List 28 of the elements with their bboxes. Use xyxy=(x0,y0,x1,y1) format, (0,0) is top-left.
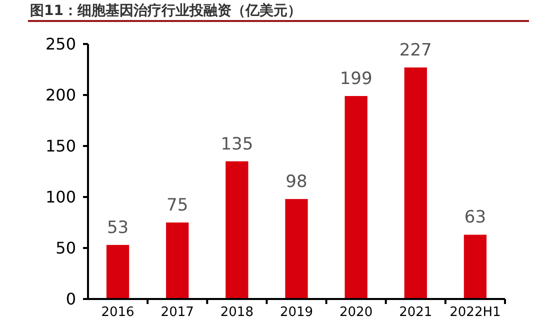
bar xyxy=(226,161,248,299)
bar xyxy=(106,244,130,299)
y-tick-label: 100 xyxy=(45,188,76,207)
bar xyxy=(166,222,189,299)
x-tick-label: 2021 xyxy=(399,305,432,320)
x-tick-label: 2016 xyxy=(101,305,134,320)
x-tick-label: 2017 xyxy=(160,305,194,320)
y-tick-label: 200 xyxy=(45,86,76,105)
y-tick-label: 150 xyxy=(45,136,76,156)
bar xyxy=(344,96,368,299)
data-label: 63 xyxy=(464,208,486,228)
bar xyxy=(404,67,427,299)
y-tick-label: 0 xyxy=(66,290,76,309)
x-tick-label: 2020 xyxy=(340,305,373,320)
data-label: 98 xyxy=(286,172,308,192)
bar xyxy=(464,234,487,299)
bar xyxy=(285,199,308,299)
x-tick-label: 2019 xyxy=(280,305,314,320)
x-tick-label: 2022H1 xyxy=(450,305,501,320)
y-tick-label: 250 xyxy=(45,34,76,54)
x-tick-label: 2018 xyxy=(220,305,254,320)
data-label: 199 xyxy=(340,69,372,90)
y-tick-label: 50 xyxy=(56,238,76,258)
data-label: 75 xyxy=(166,196,188,216)
data-label: 53 xyxy=(106,218,129,238)
data-label: 227 xyxy=(399,40,432,60)
data-label: 135 xyxy=(220,134,254,154)
chart-title: 图11：细胞基因治疗行业投融资（亿美元） xyxy=(30,2,302,19)
